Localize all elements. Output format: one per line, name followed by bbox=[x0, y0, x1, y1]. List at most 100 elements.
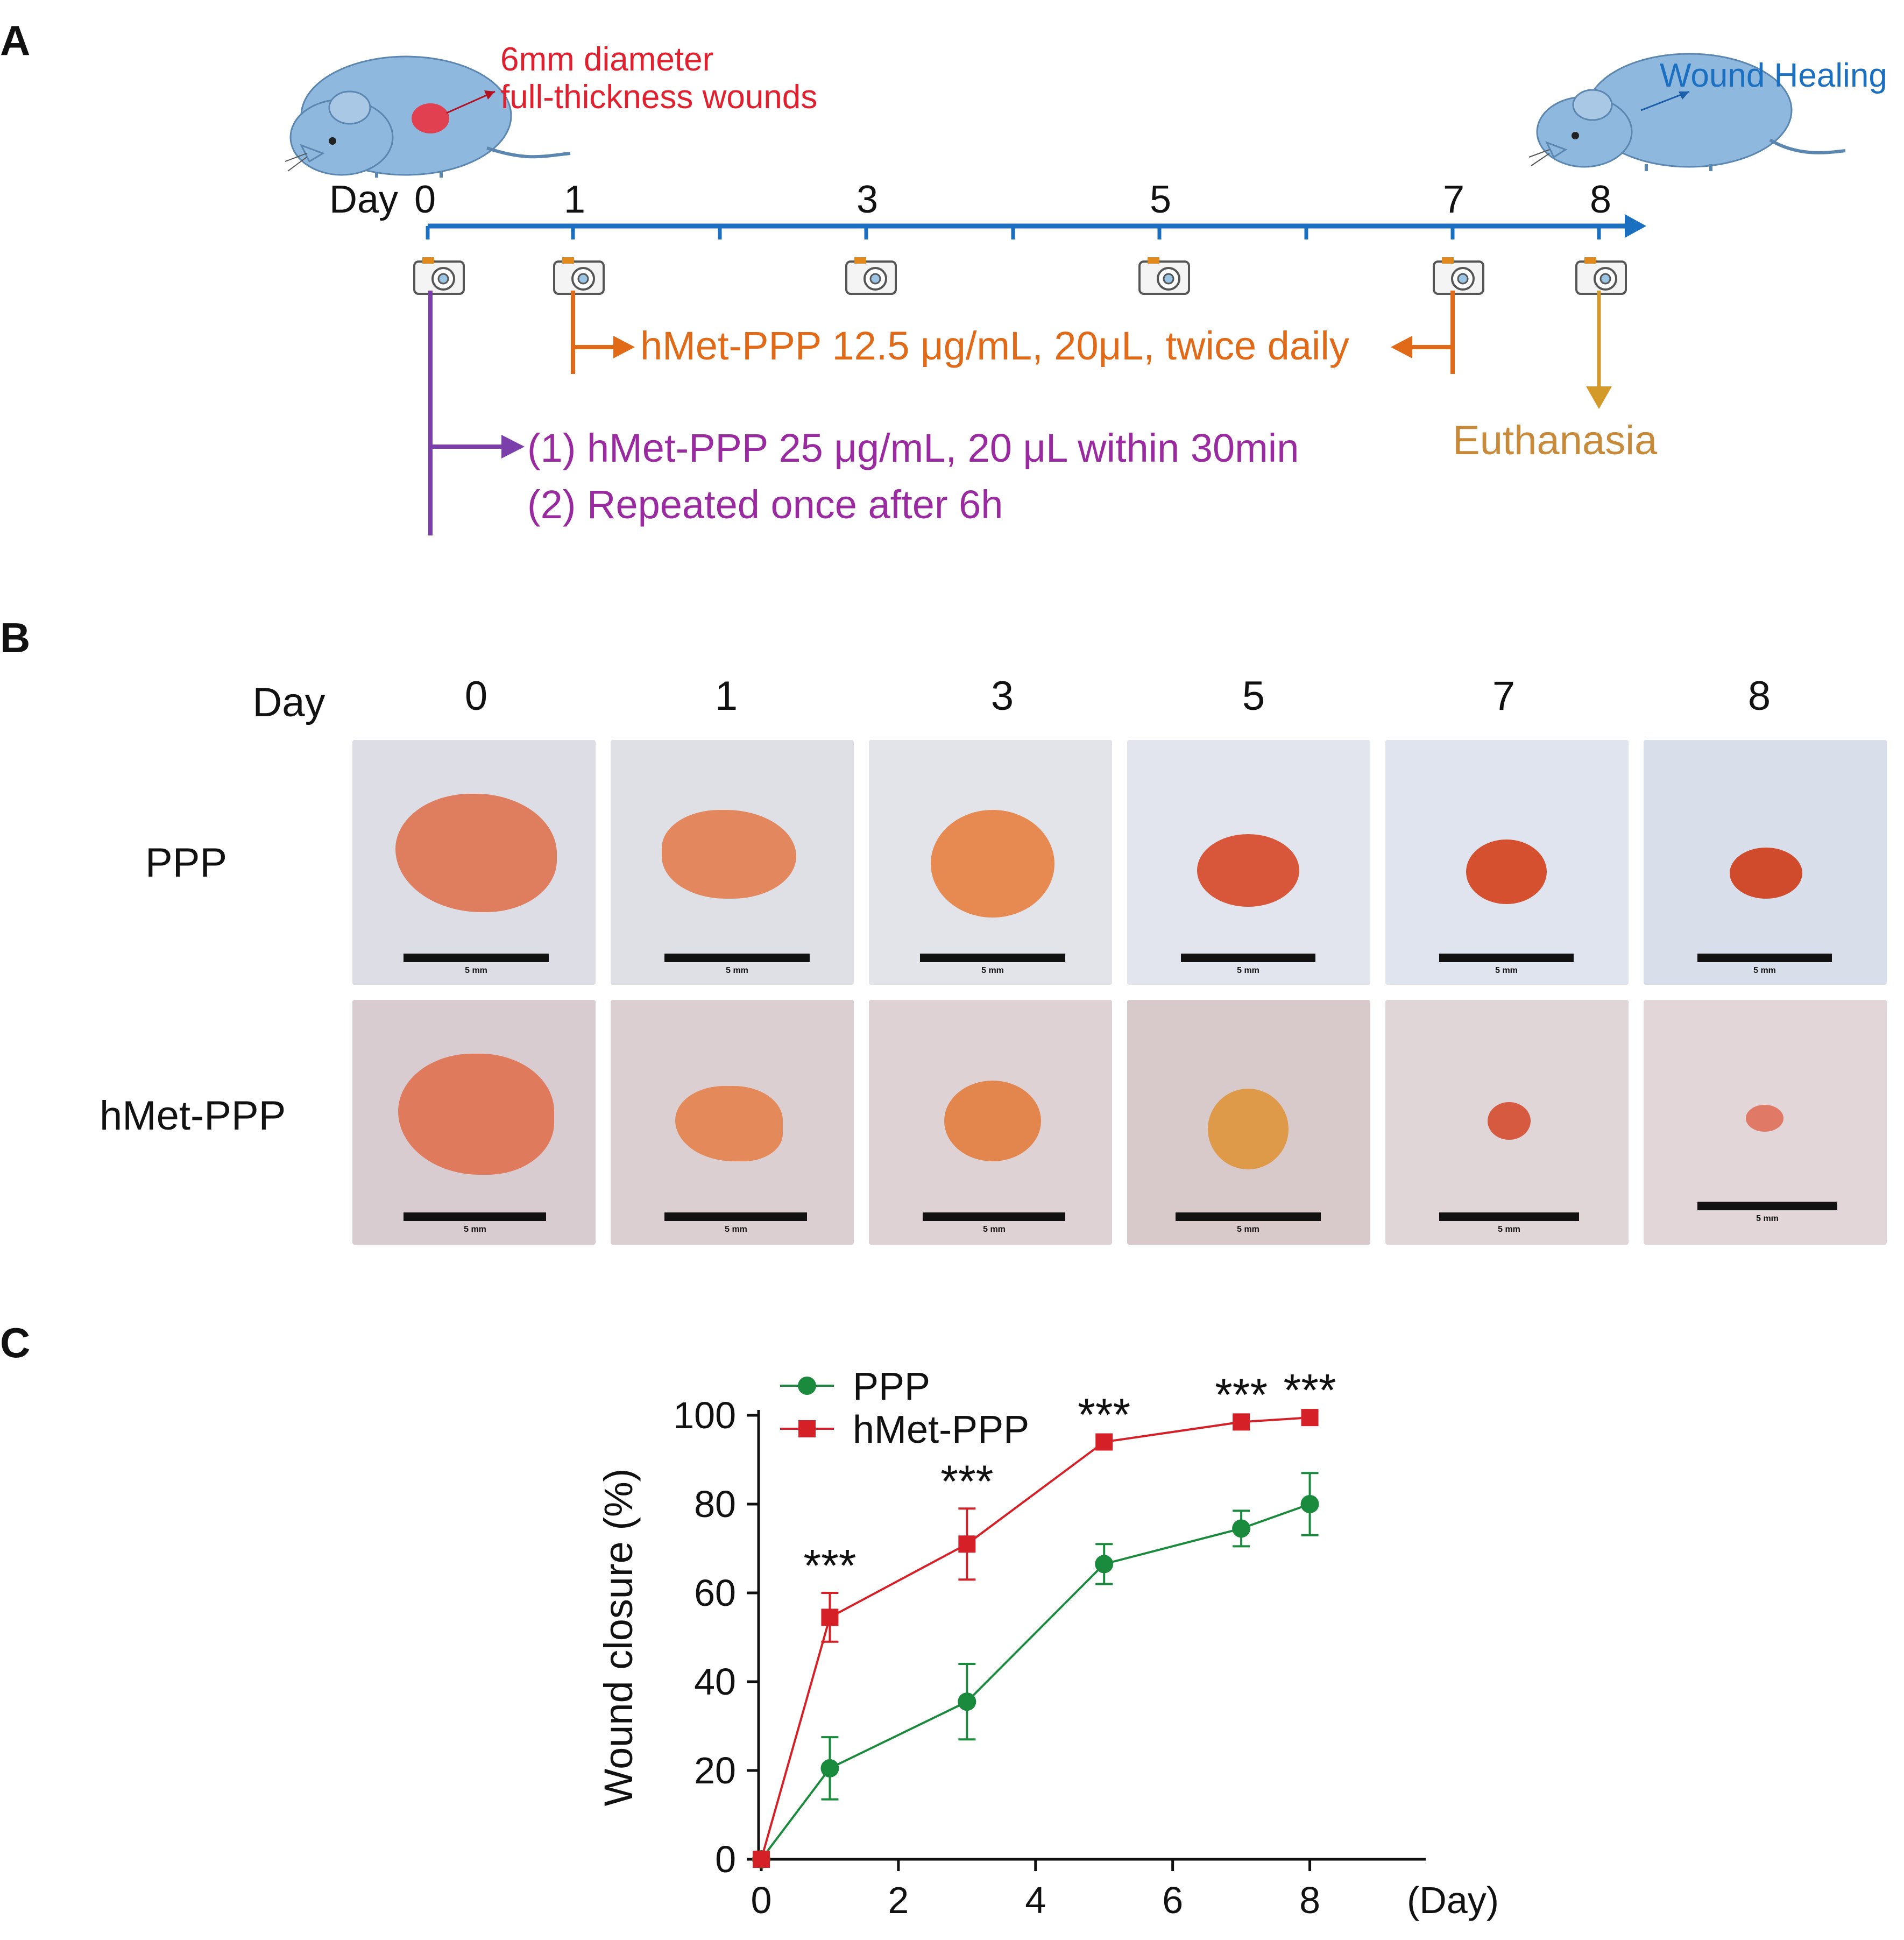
data-point bbox=[753, 1851, 770, 1868]
x-tick-label: 6 bbox=[1162, 1879, 1183, 1921]
wound-photo: 5 mm bbox=[611, 740, 854, 985]
wound-label-line1: 6mm diameter bbox=[500, 41, 714, 78]
x-axis-label: (Day) bbox=[1407, 1879, 1499, 1921]
scale-bar-label: 5 mm bbox=[1753, 966, 1776, 975]
significance-marker: *** bbox=[803, 1540, 856, 1591]
wound-closure-chart: 0 20 40 60 80 100 0 2 4 6 8 (Day) Wound closure (%) *… bbox=[596, 1365, 1499, 1921]
scale-bar-label: 5 mm bbox=[726, 966, 748, 975]
series-line-hmet-ppp bbox=[760, 1416, 1310, 1860]
x-tick-label: 2 bbox=[888, 1879, 909, 1921]
wound-photo: 5 mm bbox=[1127, 1000, 1370, 1245]
photo-row-label-hmet-ppp: hMet-PPP bbox=[100, 1093, 286, 1139]
mouse-illustration-right bbox=[1528, 53, 1846, 171]
photo-grid-day-7: 7 bbox=[1492, 673, 1516, 719]
y-tick-label: 60 bbox=[694, 1572, 736, 1614]
photo-grid-day-8: 8 bbox=[1747, 673, 1771, 719]
data-point bbox=[1301, 1409, 1319, 1427]
camera-icon bbox=[553, 257, 605, 295]
legend-marker bbox=[798, 1420, 816, 1437]
significance-marker: *** bbox=[1284, 1365, 1336, 1415]
photo-grid-day-5: 5 bbox=[1242, 673, 1265, 719]
x-tick-label: 8 bbox=[1299, 1879, 1320, 1921]
scale-bar-label: 5 mm bbox=[464, 1225, 486, 1234]
photo-grid-day-word: Day bbox=[252, 680, 325, 725]
treatment-initial-1: (1) hMet-PPP 25 μg/mL, 20 μL within 30mi… bbox=[527, 426, 1299, 470]
legend-marker bbox=[798, 1377, 816, 1395]
significance-marker: *** bbox=[940, 1456, 993, 1506]
y-tick-label: 0 bbox=[715, 1838, 736, 1880]
scale-bar-label: 5 mm bbox=[1756, 1214, 1779, 1223]
y-axis-label: Wound closure (%) bbox=[596, 1469, 641, 1807]
wound-spot bbox=[412, 103, 449, 133]
timeline-day-5: 5 bbox=[1150, 178, 1172, 221]
panel-b-letter: B bbox=[0, 614, 31, 661]
significance-marker: *** bbox=[1215, 1369, 1268, 1420]
initial-treatment-bracket bbox=[428, 291, 525, 535]
scale-bar-label: 5 mm bbox=[1237, 1225, 1259, 1234]
scale-bar-label: 5 mm bbox=[725, 1225, 747, 1234]
wound-photo: 5 mm bbox=[869, 1000, 1112, 1245]
timeline-day-1: 1 bbox=[564, 178, 586, 221]
scale-bar-label: 5 mm bbox=[1495, 966, 1518, 975]
photo-grid-day-0: 0 bbox=[464, 673, 488, 719]
data-point bbox=[821, 1609, 839, 1626]
y-tick-label: 100 bbox=[673, 1394, 736, 1436]
panel-a-letter: A bbox=[0, 17, 31, 64]
panel-c-letter: C bbox=[0, 1319, 31, 1366]
data-point bbox=[1233, 1413, 1250, 1431]
wound-photo: 5 mm bbox=[1385, 740, 1629, 985]
wound-photo: 5 mm bbox=[869, 740, 1112, 985]
wound-photo: 5 mm bbox=[352, 1000, 596, 1245]
data-point bbox=[1095, 1555, 1114, 1574]
camera-icon bbox=[1138, 257, 1190, 295]
wound-photo: 5 mm bbox=[611, 1000, 854, 1245]
x-tick-label: 0 bbox=[751, 1879, 772, 1921]
data-point bbox=[958, 1535, 976, 1553]
x-tick-label: 4 bbox=[1025, 1879, 1046, 1921]
wound-photo: 5 mm bbox=[352, 740, 596, 985]
scale-bar-label: 5 mm bbox=[983, 1225, 1006, 1234]
data-point bbox=[958, 1692, 976, 1711]
timeline-day-0: 0 bbox=[414, 178, 436, 221]
data-point bbox=[1095, 1433, 1113, 1451]
treatment-initial-2: (2) Repeated once after 6h bbox=[527, 482, 1003, 527]
euthanasia-label: Euthanasia bbox=[1453, 418, 1658, 463]
photo-grid-day-1: 1 bbox=[714, 673, 738, 719]
scale-bar-label: 5 mm bbox=[1498, 1225, 1520, 1234]
scale-bar-label: 5 mm bbox=[1237, 966, 1259, 975]
scale-bar-label: 5 mm bbox=[981, 966, 1004, 975]
wound-photo: 5 mm bbox=[1644, 1000, 1887, 1245]
mouse-illustration-left bbox=[285, 55, 571, 178]
camera-icon bbox=[845, 257, 897, 295]
legend-label: PPP bbox=[853, 1365, 930, 1408]
camera-icon bbox=[1433, 257, 1484, 295]
healing-label: Wound Healing bbox=[1660, 57, 1887, 94]
data-point bbox=[1232, 1519, 1251, 1538]
timeline-day-3: 3 bbox=[857, 178, 879, 221]
series-line-ppp bbox=[760, 1503, 1311, 1860]
y-tick-label: 40 bbox=[694, 1661, 736, 1703]
scale-bar-label: 5 mm bbox=[465, 966, 487, 975]
data-point bbox=[1300, 1495, 1319, 1513]
camera-icon bbox=[413, 257, 465, 295]
euthanasia-arrow bbox=[1586, 291, 1612, 409]
photo-row-label-ppp: PPP bbox=[145, 840, 228, 886]
significance-marker: *** bbox=[1078, 1389, 1130, 1440]
daily-treatment-bracket bbox=[571, 291, 1455, 374]
legend-label: hMet-PPP bbox=[853, 1408, 1029, 1451]
wound-photo: 5 mm bbox=[1644, 740, 1887, 985]
timeline-day-8: 8 bbox=[1590, 178, 1612, 221]
data-point bbox=[820, 1759, 839, 1777]
photo-grid-day-3: 3 bbox=[990, 673, 1014, 719]
treatment-daily-text: hMet-PPP 12.5 μg/mL, 20μL, twice daily bbox=[640, 323, 1349, 368]
timeline bbox=[426, 214, 1646, 239]
camera-icon bbox=[1575, 257, 1627, 295]
timeline-day-7: 7 bbox=[1443, 178, 1465, 221]
camera-icons bbox=[413, 257, 1627, 295]
wound-photo: 5 mm bbox=[1385, 1000, 1629, 1245]
timeline-day-word: Day bbox=[329, 178, 399, 221]
wound-label-line2: full-thickness wounds bbox=[500, 79, 818, 116]
y-tick-label: 20 bbox=[694, 1749, 736, 1791]
wound-photo: 5 mm bbox=[1127, 740, 1370, 985]
y-tick-label: 80 bbox=[694, 1483, 736, 1525]
